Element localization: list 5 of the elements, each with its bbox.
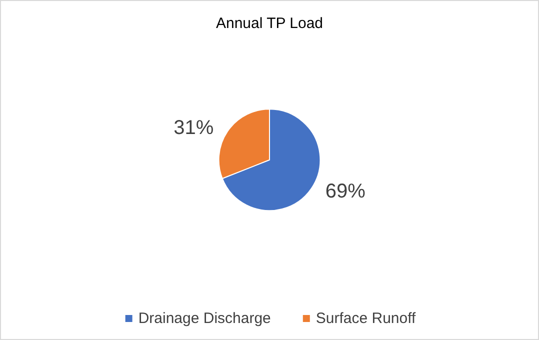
legend-label: Surface Runoff (316, 310, 417, 327)
legend-label: Drainage Discharge (138, 310, 271, 327)
data-label: 31% (174, 116, 214, 139)
chart-title: Annual TP Load (216, 15, 324, 32)
data-label: 69% (325, 180, 366, 203)
